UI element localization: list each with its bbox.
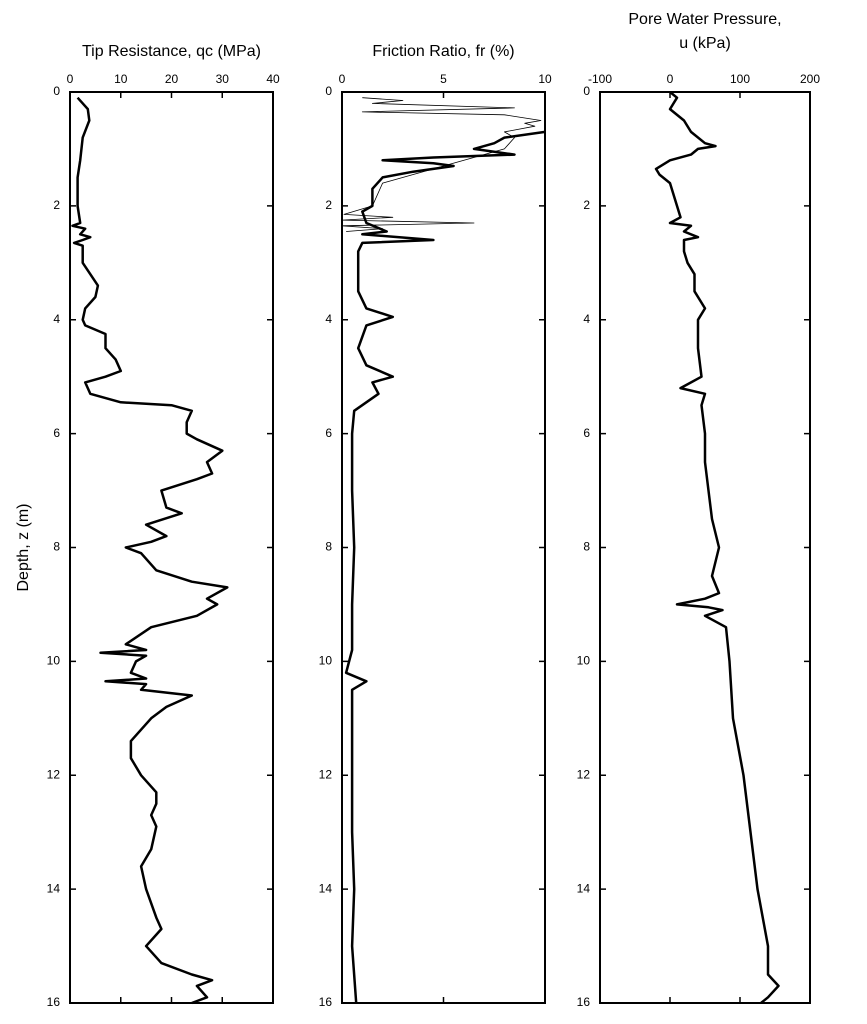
y-tick-label: 10 (319, 654, 333, 668)
y-tick-label: 10 (47, 654, 61, 668)
y-tick-label: 14 (47, 881, 61, 895)
y-tick-label: 2 (325, 198, 332, 212)
y-tick-label: 0 (325, 84, 332, 98)
y-tick-label: 14 (577, 881, 591, 895)
y-tick-label: 6 (53, 426, 60, 440)
x-tick-label: 0 (339, 72, 346, 86)
x-tick-label: 5 (440, 72, 447, 86)
y-tick-label: 8 (53, 540, 60, 554)
y-tick-label: 10 (577, 654, 591, 668)
x-tick-label: 10 (114, 72, 128, 86)
y-tick-label: 12 (47, 767, 61, 781)
x-tick-label: 30 (216, 72, 230, 86)
chart-title: u (kPa) (679, 35, 731, 52)
plot-frame (341, 91, 546, 1004)
x-tick-label: 0 (667, 72, 674, 86)
y-tick-label: 6 (583, 426, 590, 440)
y-tick-label: 2 (583, 198, 590, 212)
y-axis-label: Depth, z (m) (15, 503, 32, 591)
x-tick-label: 10 (538, 72, 552, 86)
y-tick-label: 16 (319, 995, 333, 1009)
y-tick-label: 14 (319, 881, 333, 895)
depth-profile (654, 91, 780, 1004)
y-tick-label: 16 (577, 995, 591, 1009)
x-tick-label: 0 (67, 72, 74, 86)
y-tick-label: 12 (577, 767, 591, 781)
chart-title: Pore Water Pressure, (628, 11, 781, 28)
depth-profile (71, 96, 229, 1005)
plot-frame (599, 91, 811, 1004)
y-tick-label: 4 (583, 312, 590, 326)
chart-title: Friction Ratio, fr (%) (372, 43, 514, 60)
depth-profile (344, 130, 546, 1004)
y-tick-label: 6 (325, 426, 332, 440)
y-tick-label: 0 (53, 84, 60, 98)
y-tick-label: 16 (47, 995, 61, 1009)
x-tick-label: -100 (588, 72, 612, 86)
y-tick-label: 4 (325, 312, 332, 326)
x-tick-label: 40 (266, 72, 280, 86)
y-tick-label: 8 (583, 540, 590, 554)
x-tick-label: 20 (165, 72, 179, 86)
x-tick-label: 200 (800, 72, 820, 86)
chart-title: Tip Resistance, qc (MPa) (82, 43, 261, 60)
plot-frame (69, 91, 274, 1004)
y-tick-label: 2 (53, 198, 60, 212)
x-tick-label: 100 (730, 72, 750, 86)
y-tick-label: 12 (319, 767, 333, 781)
y-tick-label: 8 (325, 540, 332, 554)
y-tick-label: 4 (53, 312, 60, 326)
y-tick-label: 0 (583, 84, 590, 98)
depth-profile (341, 97, 542, 232)
